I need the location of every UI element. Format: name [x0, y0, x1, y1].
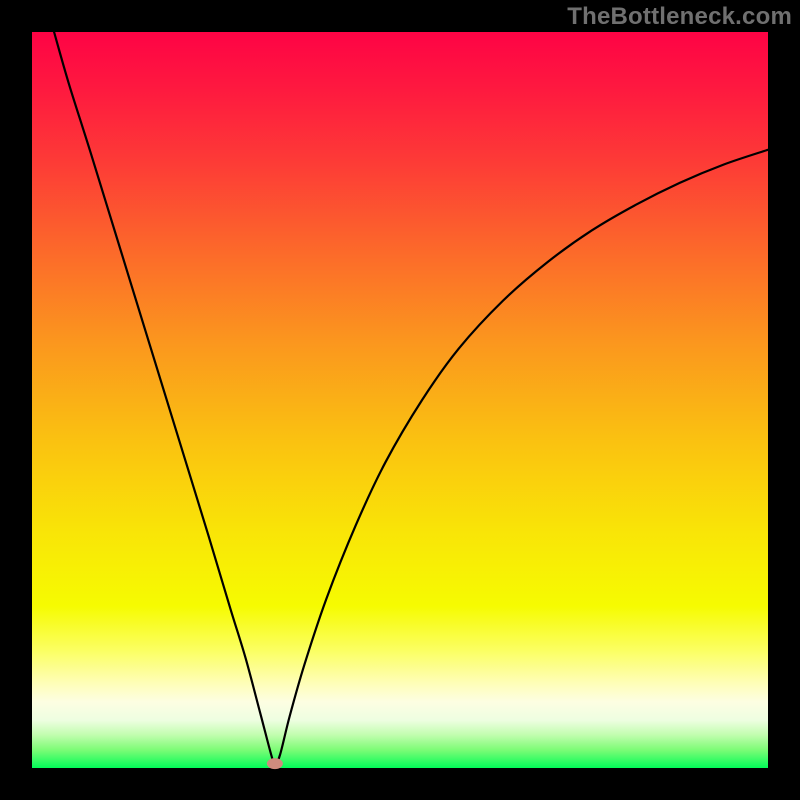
optimal-point-marker [267, 758, 283, 769]
watermark-text: TheBottleneck.com [567, 3, 792, 31]
plot-background [32, 32, 768, 768]
chart-container: TheBottleneck.com [0, 0, 800, 800]
chart-svg [0, 0, 800, 800]
